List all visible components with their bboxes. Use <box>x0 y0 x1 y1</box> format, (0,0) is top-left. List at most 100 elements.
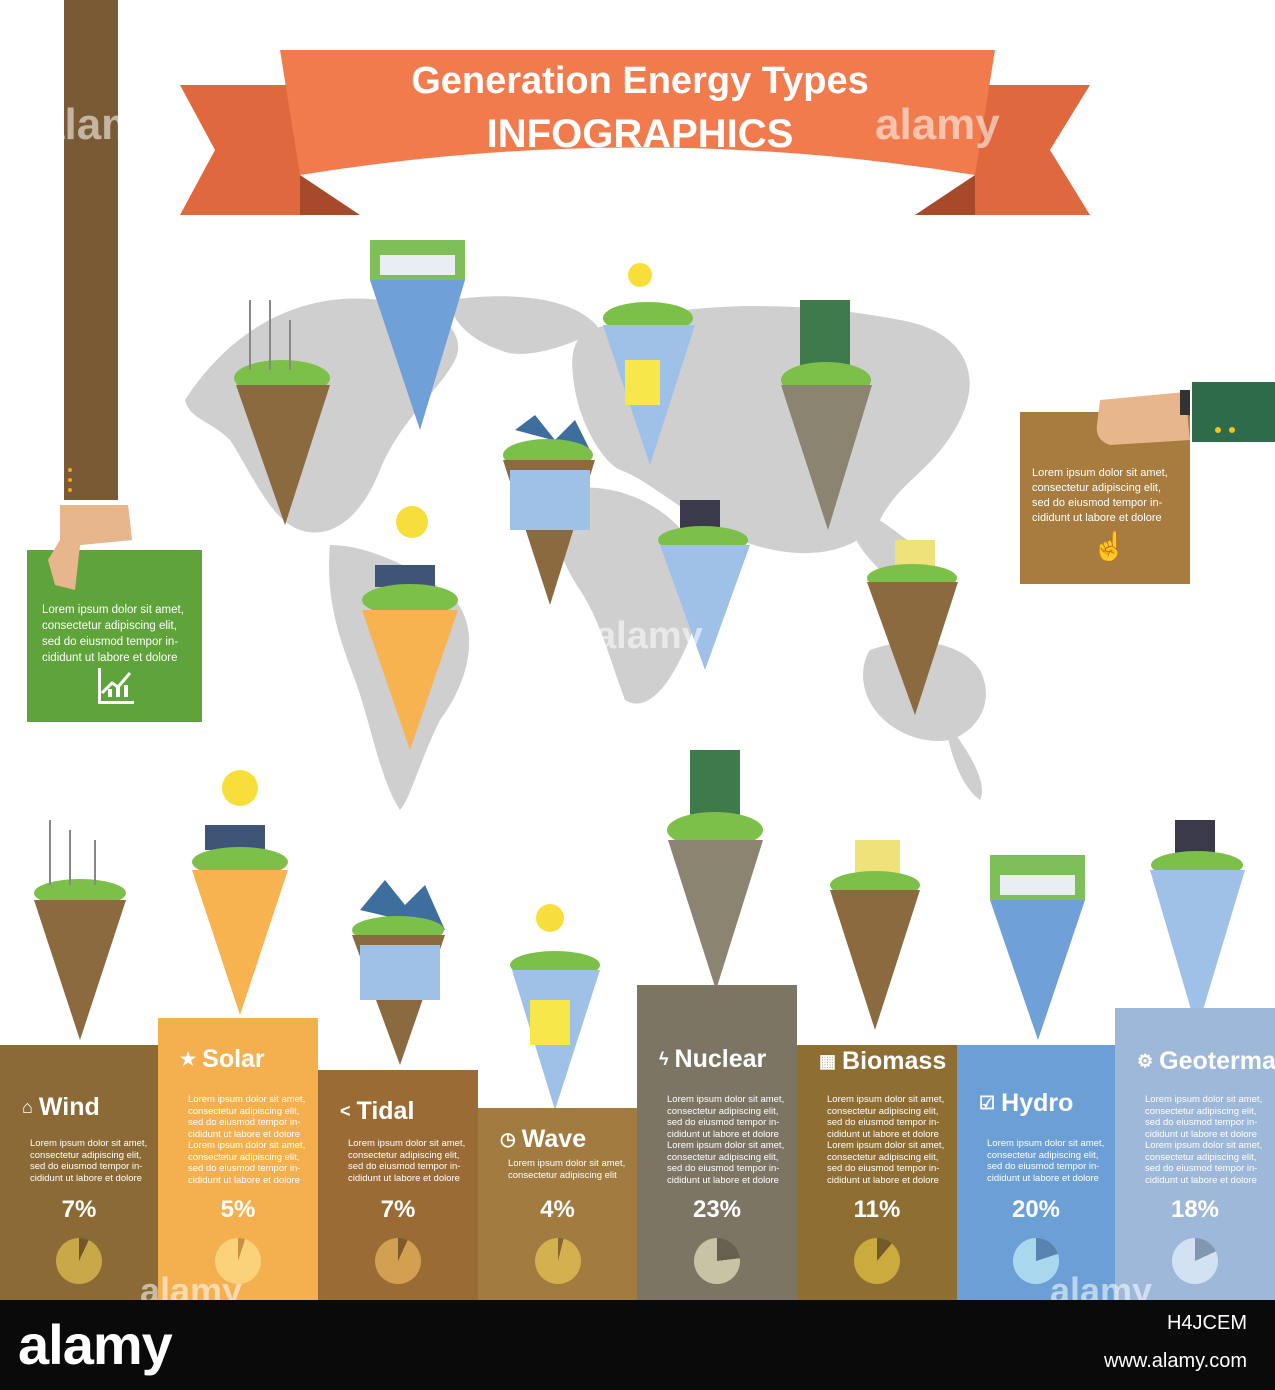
column-title: ⚙ Geotermal <box>1115 1047 1275 1076</box>
title-ribbon <box>180 50 1090 215</box>
description-line: sed do eiusmod tempor in- <box>1145 1163 1258 1174</box>
brown-card-text: Lorem ipsum dolor sit amet, consectetur … <box>1032 466 1168 526</box>
column-description: Lorem ipsum dolor sit amet, consectetur a… <box>987 1138 1109 1184</box>
column-pin-tidal <box>352 880 445 1065</box>
description-line: consectetur adipiscing elit, <box>667 1151 779 1163</box>
map-pin-tidal <box>503 415 595 605</box>
description-line: consectetur adipiscing elit, <box>827 1151 939 1163</box>
description-line: consectetur adipiscing elit, <box>667 1105 779 1117</box>
column-nuclear: ϟ Nuclear Lorem ipsum dolor sit amet, conse… <box>637 985 797 1300</box>
title-line-2: INFOGRAPHICS <box>486 112 794 156</box>
right-hand-holding-card <box>1020 382 1275 584</box>
watermark: alamy <box>875 100 1000 149</box>
description-line: Lorem ipsum dolor sit amet, <box>1145 1094 1263 1105</box>
column-title-label: Wave <box>521 1125 587 1153</box>
description-line: Lorem ipsum dolor sit amet, <box>508 1158 626 1169</box>
description-line: consectetur adipiscing elit, <box>987 1149 1099 1161</box>
green-card-line: consectetur adipiscing elit, <box>42 620 177 632</box>
column-geotermal: ⚙ Geotermal Lorem ipsum dolor sit amet, con… <box>1115 1008 1275 1300</box>
description-line: cididunt ut labore et dolore <box>827 1174 939 1186</box>
gear-icon: ⚙ <box>1137 1051 1154 1071</box>
growth-chart-icon <box>98 668 134 704</box>
description-line: consectetur adipiscing elit, <box>1145 1151 1257 1163</box>
column-title: ☑ Hydro <box>957 1089 1115 1118</box>
right-hand <box>1096 392 1190 445</box>
column-description: Lorem ipsum dolor sit amet, consectetur a… <box>667 1094 791 1186</box>
description-line: cididunt ut labore et dolore <box>987 1172 1099 1184</box>
footer-brand: alamy <box>18 1313 173 1376</box>
description-line: consectetur adipiscing elit, <box>188 1105 300 1117</box>
column-title-label: Tidal <box>356 1097 415 1125</box>
column-title: ★ Solar <box>158 1045 318 1074</box>
map-pin-nuclear <box>781 300 872 530</box>
description-line: Lorem ipsum dolor sit amet, <box>827 1094 945 1105</box>
column-percent: 4% <box>540 1196 575 1223</box>
ribbon-tail-right <box>975 85 1090 215</box>
watermark: alamy <box>595 615 703 657</box>
footer-bar: alamy H4JCEM www.alamy.com <box>0 1300 1275 1390</box>
column-description: Lorem ipsum dolor sit amet, consectetur a… <box>348 1138 472 1184</box>
description-line: sed do eiusmod tempor in- <box>827 1117 940 1128</box>
checklist-icon: ☑ <box>979 1093 996 1113</box>
column-title-label: Solar <box>202 1045 265 1073</box>
description-line: sed do eiusmod tempor in- <box>667 1163 780 1174</box>
percent-pie <box>56 1238 102 1284</box>
column-description: Lorem ipsum dolor sit amet, consectetur a… <box>30 1138 152 1184</box>
description-line: sed do eiusmod tempor in- <box>188 1163 301 1174</box>
brown-card-line: consectetur adipiscing elit, <box>1032 482 1162 494</box>
share-icon: < <box>340 1101 351 1121</box>
column-percent: 23% <box>692 1196 742 1223</box>
ribbon-body <box>280 50 995 175</box>
description-line: Lorem ipsum dolor sit amet, <box>667 1094 785 1105</box>
column-hydro: ☑ Hydro Lorem ipsum dolor sit amet, consect… <box>957 1045 1115 1300</box>
watermark: alamy <box>40 100 165 149</box>
map-pin-wave <box>603 263 695 465</box>
description-line: Lorem ipsum dolor sit amet, <box>348 1138 466 1149</box>
map-pin-biomass <box>867 540 958 715</box>
column-solar: ★ Solar Lorem ipsum dolor sit amet, consect… <box>158 1018 318 1300</box>
description-line: sed do eiusmod tempor in- <box>348 1161 461 1172</box>
column-percent: 20% <box>1011 1196 1061 1223</box>
percent-pie <box>215 1238 261 1284</box>
description-line: sed do eiusmod tempor in- <box>30 1161 143 1172</box>
column-description: Lorem ipsum dolor sit amet, consectetur a… <box>508 1158 631 1181</box>
description-line: consectetur adipiscing elit, <box>348 1149 460 1161</box>
star-icon: ★ <box>180 1049 197 1069</box>
column-pin-solar <box>192 770 288 1015</box>
description-line: sed do eiusmod tempor in- <box>667 1117 780 1128</box>
column-pin-geotermal <box>1150 820 1245 1030</box>
description-line: Lorem ipsum dolor sit amet, <box>667 1140 785 1151</box>
brown-card-line: Lorem ipsum dolor sit amet, <box>1032 467 1168 479</box>
column-pin-wave <box>510 904 600 1110</box>
column-tidal: < Tidal Lorem ipsum dolor sit amet, consect… <box>318 1070 478 1300</box>
description-line: Lorem ipsum dolor sit amet, <box>987 1138 1105 1149</box>
percent-pie <box>1172 1238 1218 1284</box>
map-pin-hydro <box>370 240 465 430</box>
description-line: sed do eiusmod tempor in- <box>827 1163 940 1174</box>
left-hand-holding-card <box>27 0 202 722</box>
description-line: cididunt ut labore et dolore <box>188 1174 300 1186</box>
column-percent: 11% <box>853 1196 901 1223</box>
pointer-hand-icon: ☝ <box>1092 531 1127 562</box>
column-pin-biomass <box>830 840 920 1030</box>
green-card-line: sed do eiusmod tempor in- <box>42 636 179 648</box>
infographic-scene <box>27 0 1275 1110</box>
description-line: Lorem ipsum dolor sit amet, <box>1145 1140 1263 1151</box>
wristwatch <box>1180 390 1190 415</box>
column-pin-wind <box>34 820 126 1040</box>
footer-image-id: H4JCEM <box>1166 1312 1247 1334</box>
column-wind: ⌂ Wind Lorem ipsum dolor sit amet, consecte… <box>0 1045 158 1300</box>
column-description: Lorem ipsum dolor sit amet, consectetur a… <box>827 1094 951 1186</box>
column-biomass: ▦ Biomass Lorem ipsum dolor sit amet, conse… <box>797 1045 957 1300</box>
description-line: Lorem ipsum dolor sit amet, <box>188 1140 306 1151</box>
description-line: sed do eiusmod tempor in- <box>987 1161 1100 1172</box>
column-title-label: Nuclear <box>674 1045 767 1073</box>
description-line: Lorem ipsum dolor sit amet, <box>188 1094 306 1105</box>
description-line: cididunt ut labore et dolore <box>667 1128 779 1140</box>
column-title-label: Biomass <box>842 1047 947 1075</box>
description-line: consectetur adipiscing elit <box>508 1169 617 1181</box>
calendar-icon: ▦ <box>819 1051 837 1071</box>
description-line: cididunt ut labore et dolore <box>1145 1174 1257 1186</box>
stopwatch-icon: ◷ <box>500 1129 516 1149</box>
percent-pie <box>854 1238 900 1284</box>
